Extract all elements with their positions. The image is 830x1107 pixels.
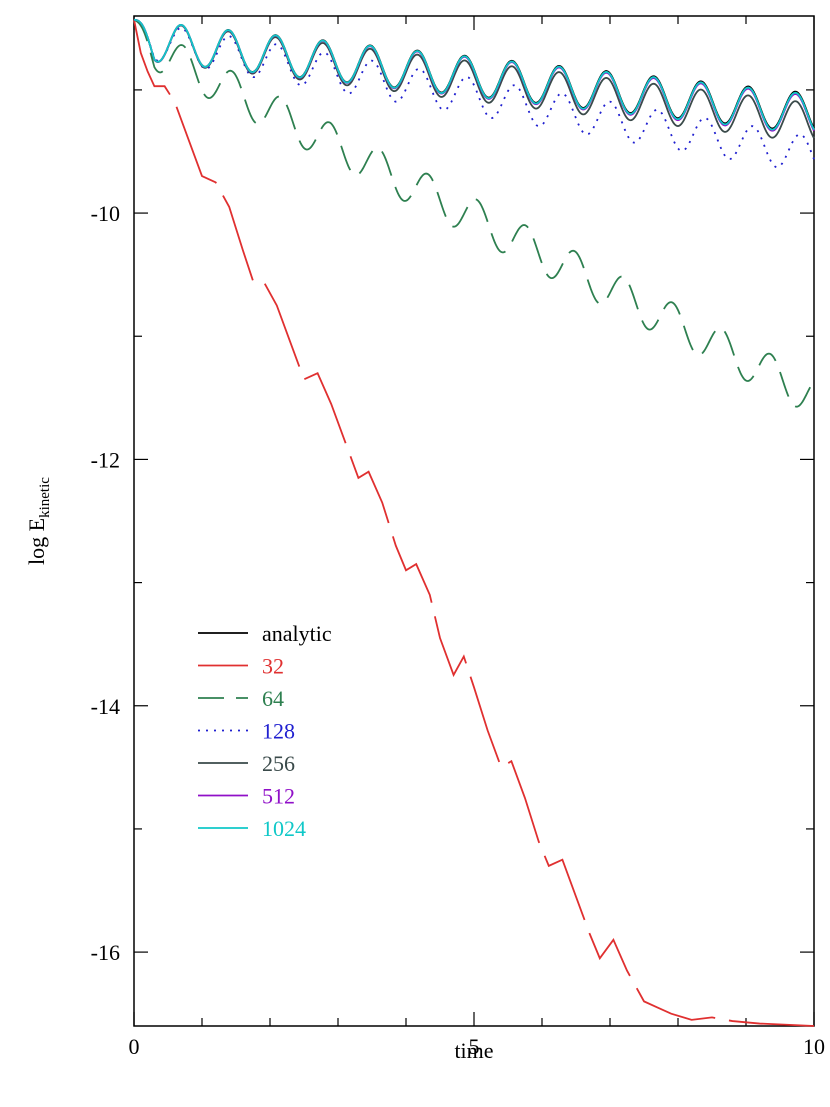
y-axis-label: log Ekinetic — [24, 477, 53, 565]
series-line-1024 — [133, 18, 815, 131]
x-axis-label: time — [454, 1038, 493, 1063]
axis-ticks: 0 5 10 -10 -12 -14 -16 — [91, 16, 825, 1059]
x-tick-label: 10 — [803, 1034, 825, 1059]
y-axis-label-sub: kinetic — [37, 477, 53, 518]
y-tick-label: -14 — [91, 694, 120, 719]
legend-label-128: 128 — [262, 719, 295, 744]
legend-label-512: 512 — [262, 784, 295, 809]
series-line-64 — [133, 18, 815, 408]
y-tick-label: -10 — [91, 201, 120, 226]
legend-label-32: 32 — [262, 654, 284, 679]
y-tick-label: -16 — [91, 940, 120, 965]
y-tick-label: -12 — [91, 447, 120, 472]
x-tick-label: 5 — [469, 1034, 480, 1059]
x-tick-label: 0 — [129, 1034, 140, 1059]
legend: analytic 32 64 128 256 512 1024 — [198, 621, 332, 841]
plot-frame — [133, 15, 815, 1027]
legend-label-1024: 1024 — [262, 816, 306, 841]
legend-label-analytic: analytic — [262, 621, 332, 646]
legend-label-256: 256 — [262, 751, 295, 776]
series-lines — [133, 18, 815, 1027]
y-axis-label-main: log E — [24, 518, 49, 565]
legend-label-64: 64 — [262, 686, 284, 711]
series-line-32 — [133, 19, 815, 1027]
series-line-128 — [133, 18, 815, 169]
series-line-256 — [133, 18, 815, 139]
